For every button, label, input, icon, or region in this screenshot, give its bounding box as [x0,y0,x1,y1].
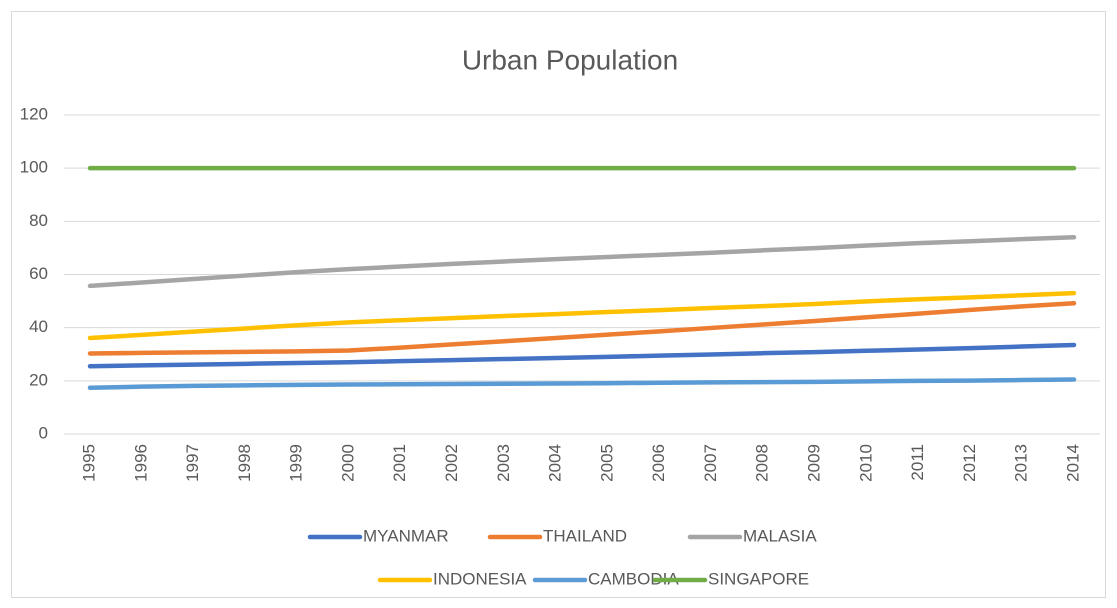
x-tick-label: 2011 [908,444,927,481]
x-tick-label: 2000 [338,444,357,482]
x-tick-label: 2003 [494,444,513,482]
x-tick-label: 1996 [131,444,150,482]
x-tick-label: 2007 [701,444,720,482]
series-line [87,290,1077,341]
x-tick-label: 2006 [649,444,668,482]
x-tick-label: 2002 [442,444,461,482]
series-line [87,300,1077,356]
x-tick-label: 2010 [856,444,875,482]
chart-title: Urban Population [462,44,678,75]
y-tick-label: 20 [29,370,48,389]
x-tick-label: 2013 [1012,444,1031,482]
legend-label: THAILAND [543,526,627,545]
y-tick-label: 0 [39,423,48,442]
y-tick-label: 80 [29,211,48,230]
y-tick-label: 40 [29,317,48,336]
legend-label: MALASIA [743,526,817,545]
x-tick-label: 2009 [805,444,824,482]
x-tick-label: 2004 [546,444,565,482]
legend-label: CAMBODIA [588,569,679,588]
x-tick-label: 2005 [597,444,616,482]
legend-label: MYANMAR [363,526,449,545]
chart-border [11,11,1106,598]
x-tick-label: 2008 [753,444,772,482]
x-tick-label: 2014 [1063,444,1082,482]
series-line [87,377,1077,390]
legend-label: SINGAPORE [708,569,809,588]
x-tick-label: 1999 [287,444,306,482]
y-tick-label: 100 [20,158,48,177]
y-tick-label: 60 [29,264,48,283]
x-tick-label: 1995 [79,444,98,482]
series-line [87,342,1077,369]
x-tick-label: 2012 [960,444,979,482]
x-tick-label: 1997 [183,444,202,482]
y-tick-label: 120 [20,104,48,123]
legend-label: INDONESIA [433,569,527,588]
x-tick-label: 2001 [390,444,409,482]
series-line [87,235,1077,289]
x-tick-label: 1998 [235,444,254,482]
